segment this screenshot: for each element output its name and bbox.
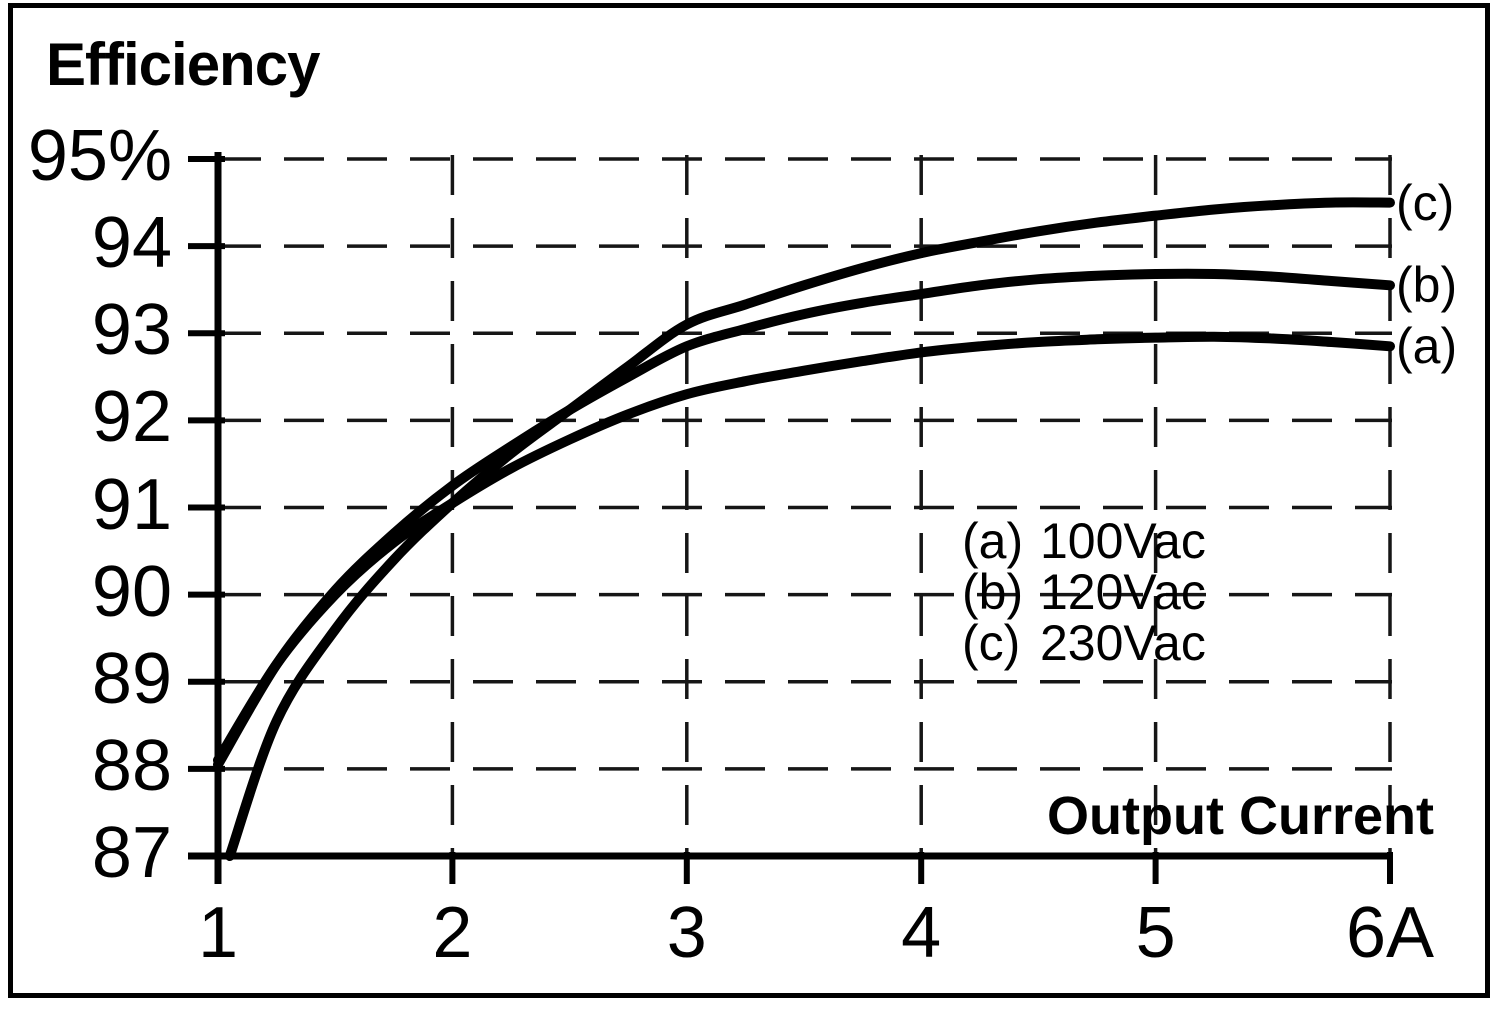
chart-border: [8, 3, 1490, 998]
y-axis-label-93: 93: [91, 290, 172, 371]
x-axis-label-6: 6A: [1345, 893, 1435, 973]
legend-key: (b): [962, 564, 1024, 620]
legend-value: 230Vac: [1040, 615, 1206, 671]
x-axis-label-5: 5: [1135, 893, 1176, 973]
legend-value: 100Vac: [1040, 513, 1206, 569]
y-axis-label-89: 89: [91, 638, 172, 719]
x-axis-title: Output Current: [1047, 786, 1434, 846]
y-axis-label-95: 95%: [27, 116, 172, 196]
x-axis-label-1: 1: [197, 893, 239, 973]
y-axis-label-90: 90: [91, 551, 172, 632]
curve-label-a: (a): [1396, 318, 1458, 375]
y-axis-label-92: 92: [91, 377, 172, 458]
legend-value: 120Vac: [1040, 564, 1206, 620]
legend-key: (a): [962, 513, 1024, 569]
curve-c-230vac: [224, 197, 1395, 861]
y-axis-label-91: 91: [91, 464, 172, 545]
legend-item-b: (b) 120Vac: [962, 567, 1206, 618]
chart-title: Efficiency: [46, 31, 320, 98]
curve-b-120vac: [213, 268, 1395, 770]
x-axis-label-2: 2: [432, 893, 473, 973]
curve-label-c: (c): [1396, 174, 1455, 231]
curve-label-b: (b): [1396, 257, 1458, 314]
curve-a-100vac: [213, 331, 1395, 766]
y-axis-label-87: 87: [91, 813, 172, 893]
y-axis-label-88: 88: [91, 725, 172, 806]
x-axis-label-3: 3: [666, 893, 707, 973]
legend-key: (c): [962, 615, 1021, 671]
x-axis-label-4: 4: [901, 893, 942, 973]
legend-item-c: (c) 230Vac: [962, 618, 1206, 669]
legend: (a) 100Vac (b) 120Vac (c) 230Vac: [962, 516, 1206, 669]
legend-item-a: (a) 100Vac: [962, 516, 1206, 567]
y-axis-label-94: 94: [91, 203, 172, 284]
